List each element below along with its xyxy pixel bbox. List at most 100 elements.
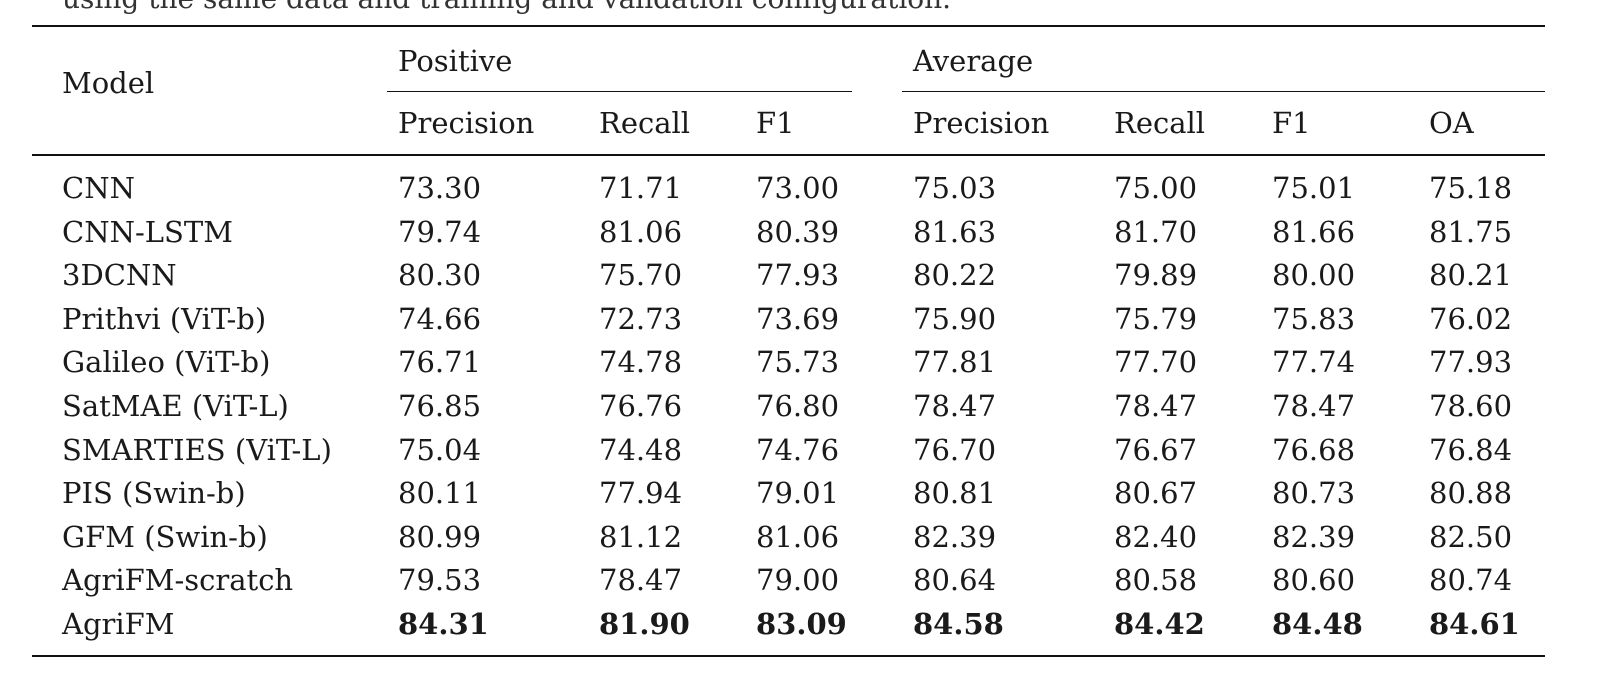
cell-average-f1: 80.60	[1272, 563, 1356, 597]
model-name: CNN-LSTM	[62, 215, 233, 249]
cell-positive-recall: 78.47	[599, 563, 683, 597]
header-positive-precision: Precision	[398, 106, 535, 140]
model-name: Prithvi (ViT-b)	[62, 302, 267, 336]
cell-average-oa: 80.88	[1429, 476, 1513, 510]
cell-average-precision: 81.63	[913, 215, 997, 249]
cell-positive-precision: 80.99	[398, 520, 482, 554]
model-name: Galileo (ViT-b)	[62, 345, 271, 379]
cell-average-oa: 78.60	[1429, 389, 1513, 423]
cell-average-precision: 75.90	[913, 302, 997, 336]
cell-average-oa: 76.02	[1429, 302, 1513, 336]
model-name: GFM (Swin-b)	[62, 520, 268, 554]
header-rule	[32, 154, 1545, 156]
cell-average-f1: 78.47	[1272, 389, 1356, 423]
positive-group-rule	[387, 91, 852, 92]
cell-average-oa: 84.61	[1429, 607, 1520, 641]
cell-average-recall: 81.70	[1114, 215, 1198, 249]
cell-average-oa: 77.93	[1429, 345, 1513, 379]
model-name: AgriFM-scratch	[62, 563, 294, 597]
cell-positive-recall: 81.90	[599, 607, 690, 641]
cell-average-f1: 75.83	[1272, 302, 1356, 336]
cell-average-recall: 80.58	[1114, 563, 1198, 597]
cell-positive-precision: 80.11	[398, 476, 482, 510]
cell-positive-recall: 74.78	[599, 345, 683, 379]
cell-average-precision: 80.22	[913, 258, 997, 292]
model-name: AgriFM	[62, 607, 175, 641]
cell-positive-f1: 77.93	[756, 258, 840, 292]
cell-average-precision: 78.47	[913, 389, 997, 423]
cell-positive-precision: 79.53	[398, 563, 482, 597]
cell-positive-precision: 80.30	[398, 258, 482, 292]
cell-average-oa: 82.50	[1429, 520, 1513, 554]
cell-positive-f1: 79.01	[756, 476, 840, 510]
top-rule	[32, 25, 1545, 27]
model-name: SatMAE (ViT-L)	[62, 389, 289, 423]
cell-average-precision: 75.03	[913, 171, 997, 205]
header-group-average: Average	[913, 44, 1034, 78]
header-model: Model	[62, 66, 155, 100]
header-group-positive: Positive	[398, 44, 513, 78]
cell-positive-recall: 72.73	[599, 302, 683, 336]
cell-positive-f1: 73.69	[756, 302, 840, 336]
cell-positive-precision: 73.30	[398, 171, 482, 205]
cell-average-recall: 80.67	[1114, 476, 1198, 510]
cell-positive-precision: 75.04	[398, 433, 482, 467]
header-positive-f1: F1	[756, 106, 795, 140]
cell-positive-precision: 74.66	[398, 302, 482, 336]
caption-fragment: using the same data and training and val…	[62, 0, 951, 15]
cell-average-recall: 75.00	[1114, 171, 1198, 205]
cell-average-f1: 76.68	[1272, 433, 1356, 467]
cell-average-recall: 77.70	[1114, 345, 1198, 379]
cell-positive-recall: 76.76	[599, 389, 683, 423]
header-positive-recall: Recall	[599, 106, 691, 140]
cell-average-f1: 80.00	[1272, 258, 1356, 292]
model-name: SMARTIES (ViT-L)	[62, 433, 332, 467]
cell-average-recall: 78.47	[1114, 389, 1198, 423]
cell-positive-f1: 73.00	[756, 171, 840, 205]
average-group-rule	[902, 91, 1545, 92]
model-name: CNN	[62, 171, 135, 205]
cell-positive-precision: 76.85	[398, 389, 482, 423]
model-name: PIS (Swin-b)	[62, 476, 246, 510]
cell-positive-recall: 74.48	[599, 433, 683, 467]
cell-average-oa: 81.75	[1429, 215, 1513, 249]
header-average-precision: Precision	[913, 106, 1050, 140]
cell-positive-recall: 81.06	[599, 215, 683, 249]
cell-average-recall: 79.89	[1114, 258, 1198, 292]
cell-positive-f1: 76.80	[756, 389, 840, 423]
cell-average-oa: 76.84	[1429, 433, 1513, 467]
cell-positive-precision: 84.31	[398, 607, 489, 641]
cell-positive-f1: 75.73	[756, 345, 840, 379]
cell-average-f1: 84.48	[1272, 607, 1363, 641]
cell-positive-recall: 81.12	[599, 520, 683, 554]
cell-average-precision: 84.58	[913, 607, 1004, 641]
cell-positive-recall: 75.70	[599, 258, 683, 292]
cell-average-recall: 75.79	[1114, 302, 1198, 336]
model-name: 3DCNN	[62, 258, 177, 292]
cell-positive-f1: 79.00	[756, 563, 840, 597]
cell-average-recall: 84.42	[1114, 607, 1205, 641]
cell-average-precision: 80.64	[913, 563, 997, 597]
cell-positive-precision: 79.74	[398, 215, 482, 249]
cell-average-precision: 82.39	[913, 520, 997, 554]
cell-positive-recall: 71.71	[599, 171, 683, 205]
header-average-oa: OA	[1429, 106, 1474, 140]
cell-average-recall: 82.40	[1114, 520, 1198, 554]
header-average-recall: Recall	[1114, 106, 1206, 140]
cell-average-f1: 80.73	[1272, 476, 1356, 510]
cell-positive-precision: 76.71	[398, 345, 482, 379]
cell-average-f1: 77.74	[1272, 345, 1356, 379]
cell-average-precision: 77.81	[913, 345, 997, 379]
cell-positive-f1: 80.39	[756, 215, 840, 249]
cell-average-f1: 75.01	[1272, 171, 1356, 205]
cell-positive-f1: 74.76	[756, 433, 840, 467]
bottom-rule	[32, 655, 1545, 657]
cell-average-oa: 80.74	[1429, 563, 1513, 597]
header-average-f1: F1	[1272, 106, 1311, 140]
cell-average-precision: 80.81	[913, 476, 997, 510]
cell-positive-f1: 81.06	[756, 520, 840, 554]
cell-average-f1: 82.39	[1272, 520, 1356, 554]
cell-positive-f1: 83.09	[756, 607, 847, 641]
cell-average-f1: 81.66	[1272, 215, 1356, 249]
cell-average-oa: 75.18	[1429, 171, 1513, 205]
